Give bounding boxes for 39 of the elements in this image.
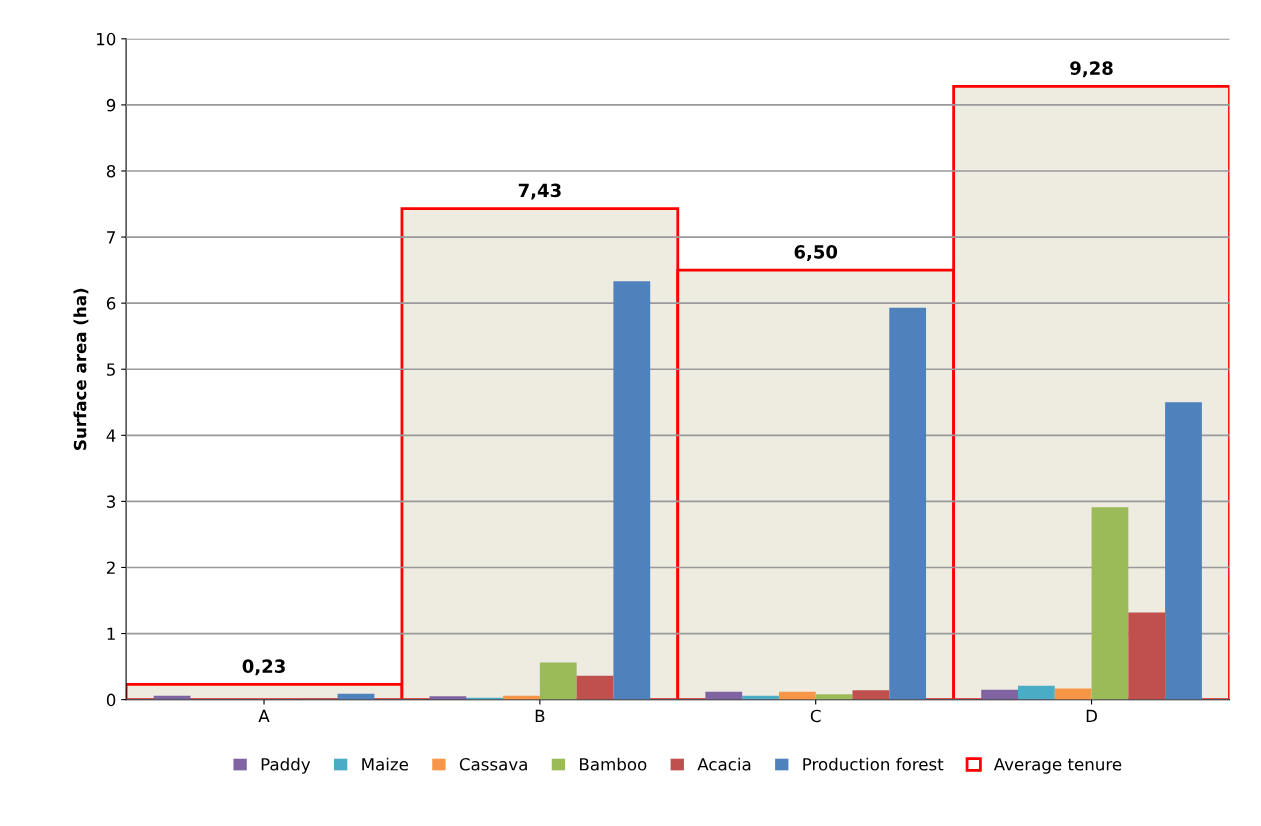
y-tick-label: 10 <box>97 32 116 46</box>
data-label: 0,23 <box>242 659 285 676</box>
y-tick-label: 1 <box>107 627 115 640</box>
legend-label: Production forest <box>803 757 944 771</box>
bar <box>815 694 853 700</box>
y-tick-label: 9 <box>106 98 116 112</box>
legend-label: Average tenure <box>993 758 1122 774</box>
bar <box>1165 402 1202 700</box>
x-tick-label: A <box>258 709 270 723</box>
legend-label: Cassava <box>459 757 527 771</box>
y-tick-label: 7 <box>107 231 115 244</box>
bar <box>852 690 890 700</box>
y-tick-label: 5 <box>107 363 115 376</box>
data-label: 9,28 <box>1070 61 1113 78</box>
bar <box>981 689 1018 700</box>
legend-label: Acacia <box>697 757 751 771</box>
legend-label: Paddy <box>261 757 311 774</box>
y-tick-label: 3 <box>107 495 116 508</box>
bar <box>889 307 927 700</box>
bar <box>1017 685 1055 700</box>
bar <box>576 675 614 700</box>
y-tick-label: 8 <box>106 164 116 178</box>
y-tick-label: 6 <box>106 297 116 310</box>
data-label: 7,43 <box>518 183 561 200</box>
bar <box>613 281 651 700</box>
y-axis-title: Surface area (ha) <box>73 288 89 450</box>
legend-label: Bamboo <box>580 757 647 771</box>
bar <box>1128 612 1166 700</box>
legend-label: Maize <box>362 757 409 771</box>
bar <box>1091 507 1129 700</box>
data-label: 6,50 <box>794 245 838 261</box>
x-tick-label: B <box>535 709 545 723</box>
y-tick-label: 2 <box>106 561 115 574</box>
bar <box>539 662 577 700</box>
x-tick-label: C <box>810 709 821 723</box>
bar <box>1054 688 1092 700</box>
x-tick-label: D <box>1086 709 1097 723</box>
y-tick-label: 4 <box>106 429 116 442</box>
y-tick-label: 0 <box>106 693 116 707</box>
